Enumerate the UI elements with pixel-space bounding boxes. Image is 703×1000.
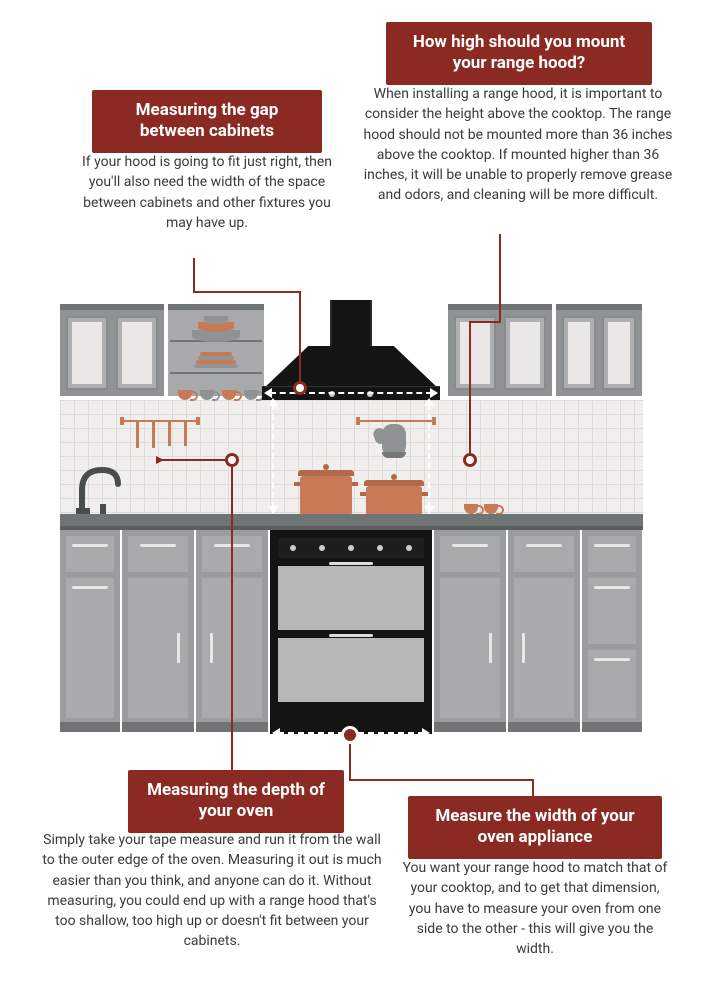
callout-height-body: When installing a range hood, it is impo… <box>362 84 674 206</box>
faucet-icon <box>68 460 128 514</box>
pot-icon <box>366 486 422 514</box>
range-hood <box>262 346 440 390</box>
oven <box>270 530 432 734</box>
callout-depth-title: Measuring the depth of your oven <box>128 770 344 833</box>
callout-width-body: You want your range hood to match that o… <box>398 858 672 959</box>
cup-icon <box>484 504 498 514</box>
cup-icon <box>244 390 258 400</box>
kitchen-illustration: .spoon:nth-of-type(1)::after{width:10px;… <box>60 300 643 740</box>
callout-gap-body: If your hood is going to fit just right,… <box>70 152 344 233</box>
oven-mitt-icon <box>382 424 406 458</box>
cup-icon <box>222 390 236 400</box>
cup-icon <box>464 504 478 514</box>
callout-width-title: Measure the width of your oven appliance <box>408 796 662 859</box>
utensil-rail-right <box>358 420 434 422</box>
measure-hood-height-left <box>268 400 278 512</box>
upper-cabinet-right-1 <box>448 304 552 396</box>
cup-icon <box>178 390 192 400</box>
upper-cabinet-right-2 <box>556 304 642 396</box>
cup-icon <box>200 390 214 400</box>
reticle-dot-icon <box>341 726 359 744</box>
reticle-icon <box>463 453 477 467</box>
callout-gap-title: Measuring the gap between cabinets <box>92 90 322 153</box>
measure-hood-height-right <box>424 400 434 512</box>
infographic-stage: { "colors": { "accent": "#8b2a22", "cabi… <box>0 0 703 1000</box>
pot-icon <box>300 476 352 514</box>
upper-cabinet-left <box>60 304 164 396</box>
countertop <box>60 514 643 526</box>
reticle-icon <box>225 453 239 467</box>
measure-hood-width <box>266 388 436 398</box>
upper-open-shelf <box>168 304 264 396</box>
hood-duct <box>330 300 372 348</box>
reticle-icon <box>293 381 307 395</box>
callout-depth-body: Simply take your tape measure and run it… <box>36 830 388 952</box>
callout-height-title: How high should you mount your range hoo… <box>386 22 652 85</box>
